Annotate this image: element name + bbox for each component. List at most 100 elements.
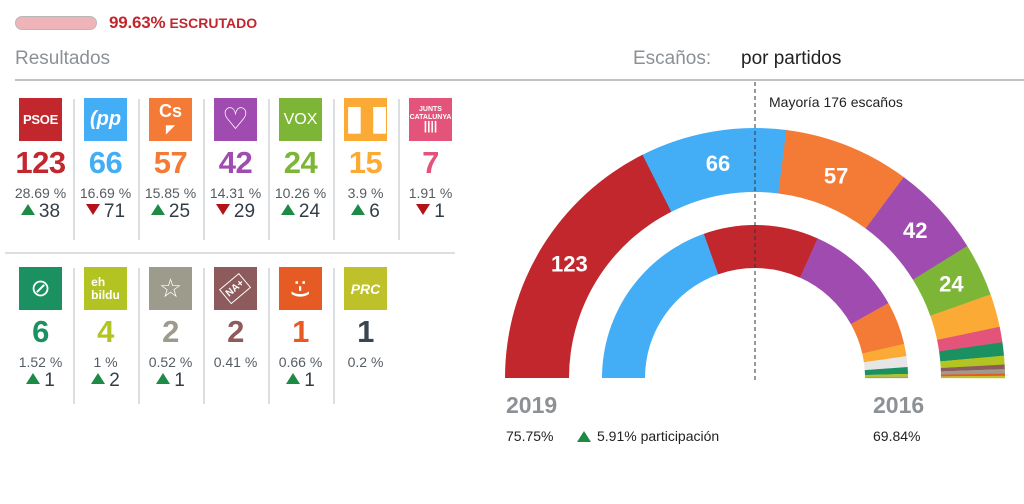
party-vote-percent: 28.69 % xyxy=(14,185,67,201)
party-seats: 66 xyxy=(88,145,123,180)
party-vote-percent: 16.69 % xyxy=(79,185,132,201)
seat-segment-2016-unidas-podemos[interactable] xyxy=(800,238,889,325)
party-logo-icon: ⊘ xyxy=(19,267,62,310)
seat-segment-label: 123 xyxy=(551,252,588,277)
party-logo-icon: JUNTS CATALUNYA |||| xyxy=(409,98,452,141)
seat-segment-2016-cs[interactable] xyxy=(850,303,905,354)
party-card-cs[interactable]: Cs ◤ 57 15.85 % 25 xyxy=(138,97,203,240)
party-seat-change-value: 25 xyxy=(168,201,191,222)
party-seats: 2 xyxy=(162,314,179,349)
party-vote-percent: 1.91 % xyxy=(408,185,453,201)
party-logo-icon: :-) xyxy=(279,267,322,310)
party-vote-percent: 1 % xyxy=(93,354,118,370)
party-seat-change: 1 xyxy=(138,370,203,392)
party-seats: 57 xyxy=(153,145,188,180)
party-seat-change-value: 24 xyxy=(298,201,321,222)
seat-segment-2019-eh-bildu[interactable] xyxy=(940,355,1005,369)
seats-mode-selector[interactable]: por partidos xyxy=(741,48,842,69)
seat-segment-2019-unidas-podemos[interactable] xyxy=(865,177,968,280)
party-seat-change: 24 xyxy=(268,201,333,223)
seat-segment-2016-cdc[interactable] xyxy=(863,356,908,371)
party-seat-change: 71 xyxy=(73,201,138,223)
party-card-prc[interactable]: PRC 1 0.2 % xyxy=(333,266,398,404)
party-seats: 1 xyxy=(357,314,374,349)
party-card-comprom-s[interactable]: :-) 1 0.66 % 1 xyxy=(268,266,333,404)
party-seats: 6 xyxy=(32,314,49,349)
party-vote-percent: 0.41 % xyxy=(213,354,258,370)
party-logo-icon: eh bildu xyxy=(84,267,127,310)
party-vote-percent: 14.31 % xyxy=(209,185,262,201)
seat-segment-label: 42 xyxy=(903,218,927,243)
seat-segment-2019-vox[interactable] xyxy=(912,245,991,316)
seat-segment-2019-erc[interactable] xyxy=(930,294,1000,341)
party-seat-change-value: 29 xyxy=(233,201,256,222)
row-divider xyxy=(5,252,455,254)
trend-up-icon xyxy=(577,430,591,442)
party-logo-icon: PSOE xyxy=(19,98,62,141)
seat-segment-2019-jxcat[interactable] xyxy=(937,326,1003,352)
seat-segment-2019-prc[interactable] xyxy=(940,375,1006,379)
party-card-unidas-podemos[interactable]: ♡ 42 14.31 % 29 xyxy=(203,97,268,240)
party-logo-icon: (pp xyxy=(84,98,127,141)
party-card-junts-per-catalunya[interactable]: JUNTS CATALUNYA |||| 7 1.91 % 1 xyxy=(398,97,463,240)
party-seat-change: 38 xyxy=(8,201,73,223)
party-seats: 7 xyxy=(422,145,439,180)
party-seat-change: 25 xyxy=(138,201,203,223)
party-card-na-[interactable]: NA+ 2 0.41 % xyxy=(203,266,268,404)
header-divider xyxy=(15,79,1024,81)
party-card-psoe[interactable]: PSOE 123 28.69 % 38 xyxy=(8,97,73,240)
party-card-pnv[interactable]: ⊘ 6 1.52 % 1 xyxy=(8,266,73,404)
seat-segment-2019-pnv[interactable] xyxy=(939,342,1005,362)
count-progress-bar xyxy=(15,16,97,30)
majority-label: Mayoría 176 escaños xyxy=(769,94,903,110)
seat-segment-2019-cs[interactable] xyxy=(778,129,904,229)
party-card-coalici-n-canaria[interactable]: ☆ 2 0.52 % 1 xyxy=(138,266,203,404)
seat-segment-2016-pp[interactable] xyxy=(602,233,719,378)
trend-up-icon xyxy=(280,204,295,216)
party-vote-percent: 0.52 % xyxy=(148,354,193,370)
party-vote-percent: 0.2 % xyxy=(347,354,384,370)
party-card-vox[interactable]: VOX 24 10.26 % 24 xyxy=(268,97,333,240)
trend-up-icon xyxy=(286,373,301,385)
party-seat-change: 29 xyxy=(203,201,268,223)
seat-segment-label: 66 xyxy=(706,151,730,176)
seat-segment-2019-psoe[interactable] xyxy=(505,154,672,378)
parliament-chart: 123 66 57 42 24 Mayoría 176 escaños xyxy=(505,82,1006,380)
count-progress-label: ESCRUTADO xyxy=(169,15,258,31)
seat-segment-2016-psoe[interactable] xyxy=(703,224,818,278)
party-seat-change-value: 2 xyxy=(109,370,120,391)
seat-segment-2016-pnv[interactable] xyxy=(864,367,908,376)
turnout-change: 5.91% participación xyxy=(577,428,719,444)
party-seat-change-value: 38 xyxy=(38,201,61,222)
seat-segment-2016-eh-bildu[interactable] xyxy=(864,373,908,378)
seat-segment-label: 57 xyxy=(824,164,848,189)
seat-segment-2016-cc[interactable] xyxy=(864,376,908,379)
seat-segment-2019-pp[interactable] xyxy=(642,128,787,212)
party-seats: 24 xyxy=(283,145,318,180)
party-seat-change-value: 6 xyxy=(369,201,380,222)
trend-up-icon xyxy=(351,204,366,216)
party-card-erc[interactable]: ▐▌▐▌ 15 3.9 % 6 xyxy=(333,97,398,240)
party-vote-percent: 0.66 % xyxy=(278,354,323,370)
party-logo-icon: PRC xyxy=(344,267,387,310)
results-title: Resultados xyxy=(15,48,111,69)
party-logo-icon: Cs ◤ xyxy=(149,98,192,141)
party-seat-change: 6 xyxy=(333,201,398,223)
party-seats: 1 xyxy=(292,314,309,349)
seat-segment-2019-cc[interactable] xyxy=(940,369,1005,375)
year-previous: 2016 xyxy=(873,392,925,418)
seat-segment-2019-comprom-s[interactable] xyxy=(940,373,1005,377)
party-vote-percent: 1.52 % xyxy=(18,354,63,370)
party-card-eh-bildu[interactable]: eh bildu 4 1 % 2 xyxy=(73,266,138,404)
trend-down-icon xyxy=(416,204,431,216)
trend-up-icon xyxy=(26,373,41,385)
year-current: 2019 xyxy=(506,392,558,418)
party-results-row-1: PSOE 123 28.69 % 38 (pp 66 16.69 % 71 Cs ◤ 57 15.85… xyxy=(0,97,463,240)
party-seats: 42 xyxy=(218,145,253,180)
party-seats: 123 xyxy=(15,145,66,180)
party-seat-change: 1 xyxy=(268,370,333,392)
party-card-pp[interactable]: (pp 66 16.69 % 71 xyxy=(73,97,138,240)
party-seat-change: 2 xyxy=(73,370,138,392)
party-results-row-2: ⊘ 6 1.52 % 1 eh bildu 4 1 % 2 ☆ 2 0.52 % 1 NA+ 2 0.41 %… xyxy=(0,266,398,404)
trend-up-icon xyxy=(20,204,35,216)
